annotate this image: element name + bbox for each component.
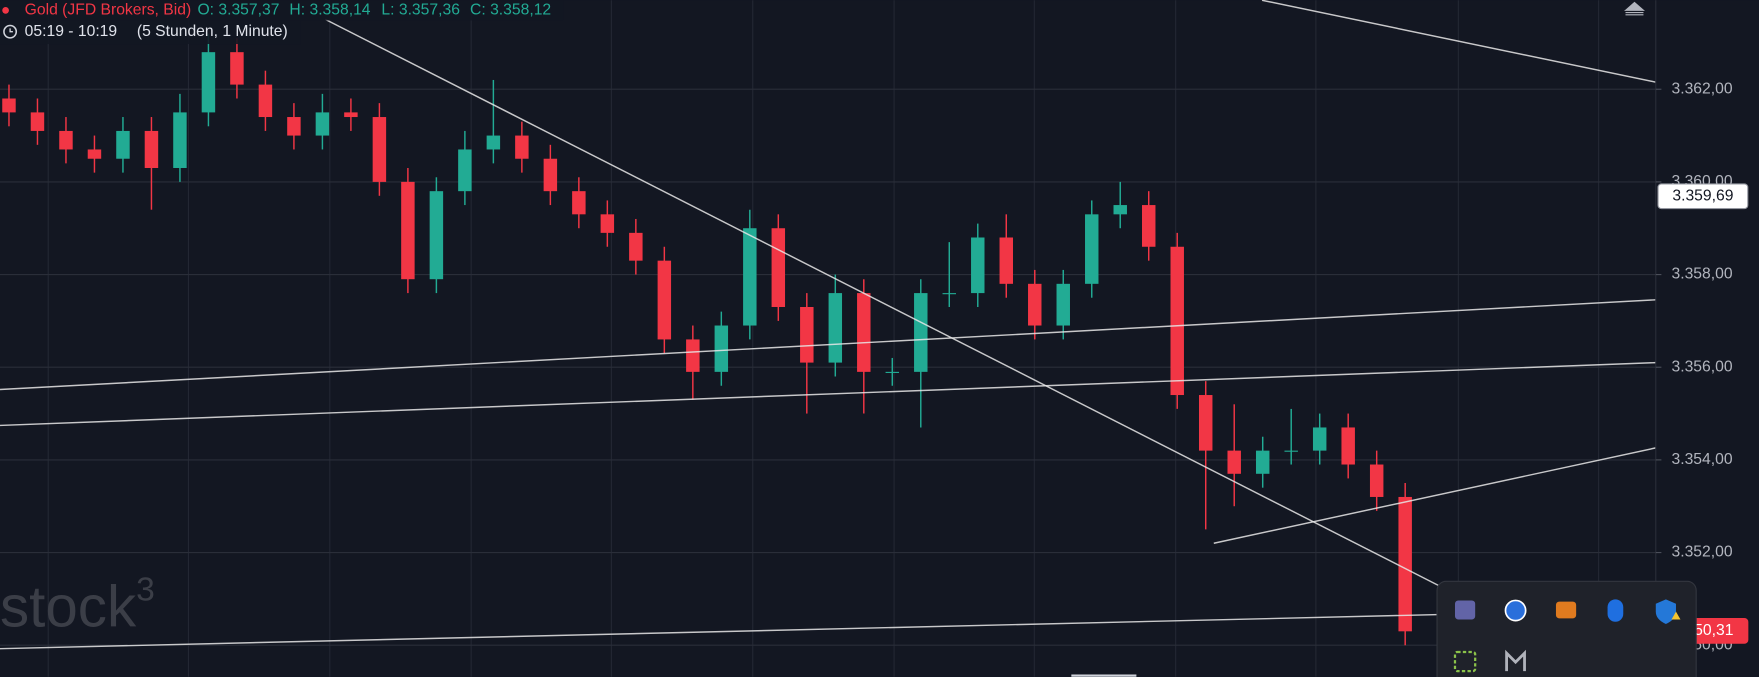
candle-body bbox=[486, 135, 501, 150]
folder-icon[interactable] bbox=[1555, 601, 1577, 619]
candle-body bbox=[800, 306, 814, 363]
candle-body bbox=[429, 191, 444, 280]
bluetooth-icon[interactable] bbox=[1607, 599, 1624, 622]
trend-line bbox=[1213, 447, 1656, 544]
candle-body bbox=[1085, 214, 1099, 284]
capture-icon[interactable] bbox=[1453, 650, 1477, 673]
security-icon[interactable] bbox=[1655, 599, 1676, 625]
candle-body bbox=[1255, 450, 1270, 474]
candle-body bbox=[657, 260, 672, 340]
watermark: stock3 bbox=[0, 571, 155, 640]
trend-line bbox=[1261, 0, 1656, 83]
price-label: 3.359,69 bbox=[1672, 187, 1733, 204]
candle-body bbox=[743, 228, 757, 326]
candle-body bbox=[87, 149, 102, 159]
candle-body bbox=[1312, 427, 1327, 451]
candle-body bbox=[1028, 283, 1042, 326]
candle-body bbox=[1341, 427, 1355, 465]
mcafee-icon[interactable] bbox=[1505, 649, 1526, 672]
candle-body bbox=[458, 149, 472, 192]
candle-body bbox=[629, 232, 643, 261]
legend-background bbox=[0, 20, 301, 45]
warning-icon bbox=[1671, 611, 1681, 620]
trend-lines bbox=[0, 0, 1656, 650]
clock-hands bbox=[9, 28, 13, 33]
candle-body bbox=[315, 112, 330, 136]
candle-body bbox=[116, 130, 130, 159]
vertical-grid bbox=[47, 0, 1600, 677]
watermark-superscript: 3 bbox=[136, 571, 155, 608]
candle-body bbox=[287, 117, 301, 136]
candle-body bbox=[914, 293, 928, 372]
y-tick-label: 3.356,00 bbox=[1671, 358, 1732, 375]
candle-body bbox=[1170, 246, 1184, 396]
status-dot bbox=[2, 7, 9, 14]
legend-background bbox=[0, 0, 564, 21]
candle-body bbox=[1113, 205, 1127, 215]
scroll-icon[interactable] bbox=[1624, 1, 1645, 16]
trend-line bbox=[0, 299, 1656, 391]
candle-body bbox=[2, 98, 16, 113]
price-label-box bbox=[1657, 183, 1749, 210]
candle-body bbox=[600, 214, 615, 233]
clock-icon bbox=[3, 24, 18, 39]
y-tick-label: 3.354,00 bbox=[1671, 451, 1732, 468]
candle-body bbox=[344, 112, 358, 118]
ohlc-low: L: 3.357,36 bbox=[381, 2, 460, 19]
candle-body bbox=[999, 237, 1013, 284]
candle-body bbox=[230, 52, 244, 85]
candle-body bbox=[771, 228, 786, 307]
candle-body bbox=[543, 158, 558, 192]
candle-body bbox=[401, 181, 415, 280]
watermark-text: stock bbox=[0, 575, 137, 640]
symbol: Gold (JFD Brokers, Bid) bbox=[25, 2, 192, 19]
candle-body bbox=[1142, 205, 1156, 247]
candle-body bbox=[885, 371, 900, 373]
tray-popup bbox=[1436, 580, 1697, 677]
candle-body bbox=[1398, 496, 1412, 632]
trend-line bbox=[0, 608, 1656, 650]
candle-body bbox=[372, 117, 387, 182]
candle-body bbox=[828, 293, 843, 363]
trend-line bbox=[324, 18, 1440, 587]
candle-body bbox=[971, 237, 985, 294]
candle-body bbox=[173, 112, 187, 168]
candle-body bbox=[857, 293, 871, 372]
legend: Gold (JFD Brokers, Bid) O: 3.357,37 H: 3… bbox=[0, 0, 564, 45]
popup-background bbox=[1436, 580, 1697, 677]
candle-body bbox=[144, 130, 159, 168]
y-tick-label: 3.362,00 bbox=[1671, 80, 1732, 97]
candle-body bbox=[515, 135, 529, 159]
clock-app-icon[interactable] bbox=[1504, 599, 1527, 622]
candle-body bbox=[714, 325, 729, 372]
duration: (5 Stunden, 1 Minute) bbox=[137, 23, 288, 40]
trend-line bbox=[0, 361, 1656, 427]
candle-body bbox=[1056, 283, 1070, 326]
candle-body bbox=[1198, 395, 1213, 451]
candles bbox=[2, 33, 1412, 646]
teams-icon[interactable] bbox=[1454, 600, 1476, 620]
ohlc-close: C: 3.358,12 bbox=[470, 2, 551, 19]
candle-body bbox=[942, 293, 957, 295]
ohlc-high: H: 3.358,14 bbox=[289, 2, 370, 19]
horizontal-grid bbox=[0, 88, 1656, 646]
scroll-indicator bbox=[1071, 674, 1137, 677]
candle-body bbox=[572, 191, 586, 215]
candle-body bbox=[30, 112, 45, 131]
candle-body bbox=[201, 52, 216, 113]
candle-body bbox=[1227, 450, 1241, 474]
time-range: 05:19 - 10:19 bbox=[25, 23, 117, 40]
candle-body bbox=[59, 130, 73, 150]
y-axis: 3.350,003.352,003.354,003.356,003.358,00… bbox=[1655, 80, 1733, 653]
candle-body bbox=[258, 84, 273, 118]
y-tick-label: 3.352,00 bbox=[1671, 544, 1732, 561]
ohlc-open: O: 3.357,37 bbox=[197, 2, 279, 19]
candle-body bbox=[1284, 450, 1298, 452]
y-tick-label: 3.358,00 bbox=[1671, 266, 1732, 283]
candle-body bbox=[1369, 464, 1384, 497]
candle-body bbox=[686, 339, 700, 372]
